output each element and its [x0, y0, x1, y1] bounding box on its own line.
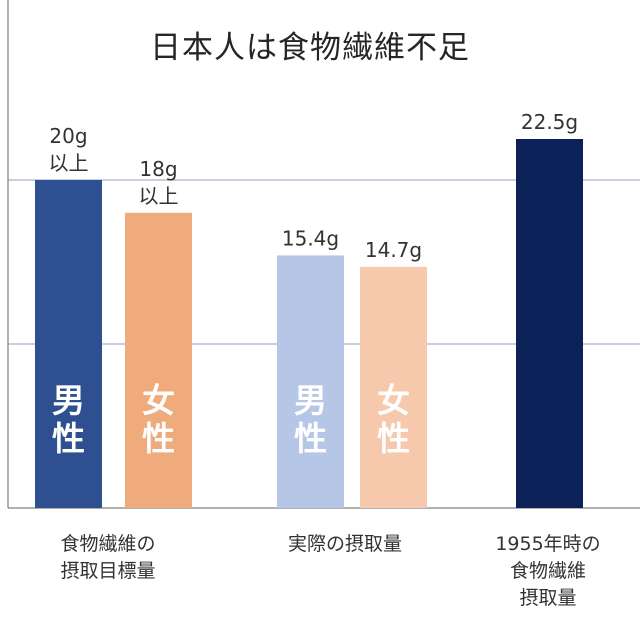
bar-group2-2: [360, 266, 427, 508]
bar-inner-label-group1-2-line1: 女: [142, 381, 175, 420]
data-label-group1-2-line1: 18g: [139, 157, 177, 181]
bar-group3-1: [516, 139, 583, 508]
bar-inner-label-group1-1-line1: 男: [52, 381, 85, 420]
data-label-group1-1-line2: 以上: [49, 151, 89, 175]
category-label-group1-line1: 食物繊維の: [60, 533, 155, 555]
chart-title: 日本人は食物繊維不足: [150, 30, 470, 66]
data-label-group3-1-line1: 22.5g: [521, 110, 578, 134]
bar-inner-label-group2-1-line1: 男: [294, 381, 327, 420]
bar-inner-label-group1-1-line2: 性: [52, 419, 85, 458]
data-label-group2-2-line1: 14.7g: [365, 238, 422, 262]
bar-inner-label-group2-2-line1: 女: [377, 381, 410, 420]
data-label-group2-1-line1: 15.4g: [282, 226, 339, 250]
category-label-group2-line1: 実際の摂取量: [288, 533, 402, 555]
category-label-group3-line3: 摂取量: [519, 587, 576, 609]
category-label-group3-line2: 食物繊維: [510, 560, 586, 582]
bar-inner-label-group2-2-line2: 性: [377, 419, 410, 458]
bar-group1-2: [125, 212, 192, 509]
bar-group2-1: [277, 255, 344, 508]
bar-group1-1: [35, 180, 102, 508]
bar-inner-label-group1-2-line2: 性: [142, 419, 175, 458]
category-label-group1-line2: 摂取目標量: [60, 560, 155, 582]
data-label-group1-2-line2: 以上: [139, 184, 179, 208]
category-label-group3-line1: 1955年時の: [495, 533, 600, 555]
bar-inner-label-group2-1-line2: 性: [294, 419, 327, 458]
data-label-group1-1-line1: 20g: [49, 124, 87, 148]
